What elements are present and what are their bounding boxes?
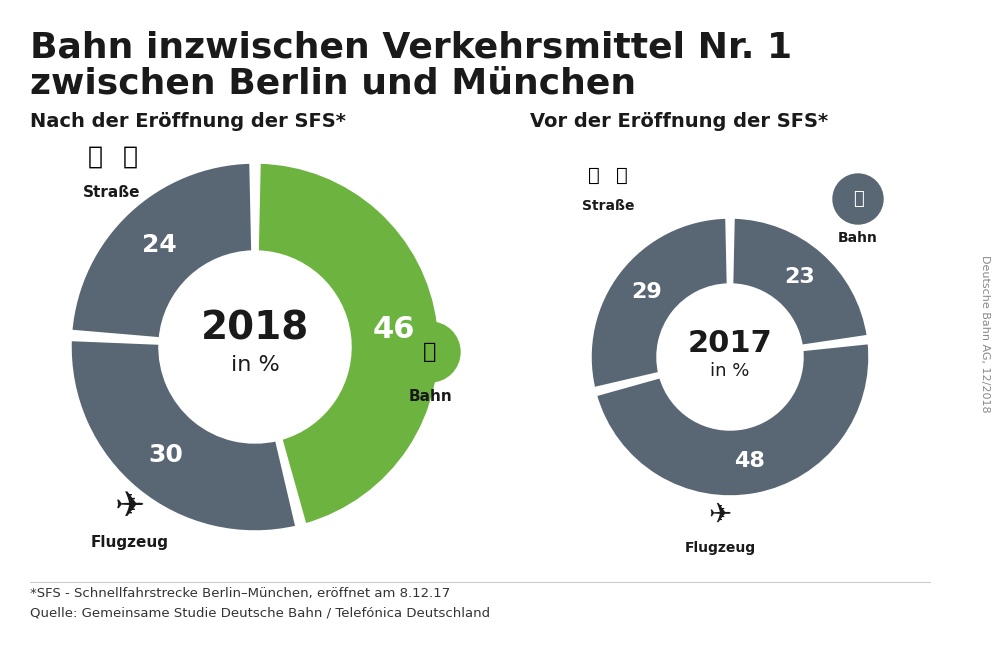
Text: Flugzeug: Flugzeug (684, 541, 756, 555)
Circle shape (400, 322, 460, 382)
Text: 🚌: 🚌 (122, 145, 138, 169)
Text: 2017: 2017 (688, 329, 772, 358)
Text: Bahn inzwischen Verkehrsmittel Nr. 1: Bahn inzwischen Verkehrsmittel Nr. 1 (30, 30, 792, 64)
Text: Deutsche Bahn AG, 12/2018: Deutsche Bahn AG, 12/2018 (980, 255, 990, 413)
Text: Quelle: Gemeinsame Studie Deutsche Bahn / Telefónica Deutschland: Quelle: Gemeinsame Studie Deutsche Bahn … (30, 607, 490, 620)
Text: 🚄: 🚄 (423, 342, 437, 362)
Wedge shape (257, 162, 440, 525)
Text: 2018: 2018 (201, 310, 309, 348)
Wedge shape (70, 340, 297, 532)
Text: 🚌: 🚌 (616, 165, 628, 185)
Wedge shape (590, 217, 728, 389)
Text: Vor der Eröffnung der SFS*: Vor der Eröffnung der SFS* (530, 112, 828, 131)
Circle shape (833, 174, 883, 224)
Text: in %: in % (231, 355, 279, 375)
Text: 23: 23 (785, 267, 815, 287)
Text: 30: 30 (148, 443, 183, 467)
Text: Nach der Eröffnung der SFS*: Nach der Eröffnung der SFS* (30, 112, 346, 131)
Circle shape (162, 254, 348, 440)
Text: ✈: ✈ (708, 501, 732, 529)
Text: in %: in % (710, 362, 750, 380)
Wedge shape (595, 342, 870, 497)
Text: 🚗: 🚗 (88, 145, 103, 169)
Text: ✈: ✈ (115, 490, 145, 524)
Text: 24: 24 (142, 233, 177, 257)
Text: 29: 29 (631, 282, 662, 302)
Text: zwischen Berlin und München: zwischen Berlin und München (30, 67, 636, 101)
Text: *SFS - Schnellfahrstrecke Berlin–München, eröffnet am 8.12.17: *SFS - Schnellfahrstrecke Berlin–München… (30, 587, 450, 600)
Text: Bahn: Bahn (408, 389, 452, 404)
Text: 🚄: 🚄 (853, 190, 863, 208)
Text: 🚗: 🚗 (588, 165, 600, 185)
Text: 46: 46 (373, 315, 415, 344)
Text: Flugzeug: Flugzeug (91, 535, 169, 550)
Text: Straße: Straße (582, 199, 634, 213)
Text: Bahn: Bahn (838, 231, 878, 245)
Wedge shape (71, 162, 253, 339)
Text: Straße: Straße (83, 185, 141, 200)
Circle shape (660, 287, 800, 427)
Text: 48: 48 (734, 451, 765, 471)
Wedge shape (732, 217, 868, 346)
